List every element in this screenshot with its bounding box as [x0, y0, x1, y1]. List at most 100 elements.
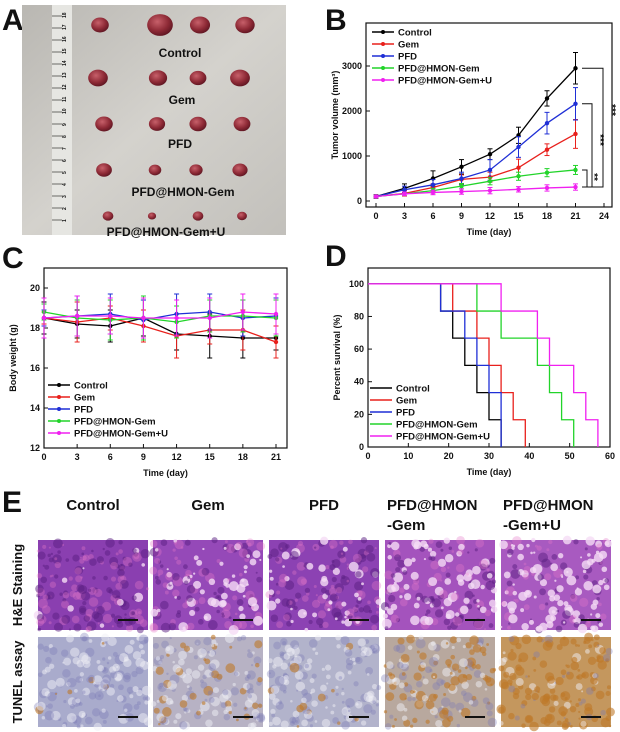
tissue-texture: [416, 680, 423, 688]
tissue-texture: [47, 691, 57, 702]
tissue-texture: [441, 705, 444, 708]
tissue-texture: [247, 542, 252, 547]
plot-frame-B: [365, 22, 613, 208]
tissue-texture: [204, 698, 208, 702]
tissue-texture: [484, 687, 488, 691]
data-point: [487, 167, 493, 173]
tissue-texture: [429, 668, 433, 673]
x-tick-label: 15: [513, 211, 523, 221]
tissue-texture: [440, 679, 446, 685]
x-tick-label: 20: [444, 451, 454, 461]
tissue-texture: [445, 642, 449, 645]
tissue-texture: [463, 597, 470, 604]
tissue-texture: [428, 538, 434, 544]
tissue-texture: [548, 706, 556, 713]
tissue-texture: [160, 622, 171, 633]
ruler-number: 18: [62, 12, 68, 18]
tissue-texture: [401, 663, 409, 672]
tissue-texture: [456, 550, 463, 557]
tissue-texture: [96, 556, 104, 564]
tissue-texture: [38, 598, 48, 609]
tissue-texture: [81, 635, 88, 642]
tissue-texture: [509, 672, 517, 681]
legend-label: Control: [396, 384, 430, 395]
tissue-texture: [416, 650, 420, 654]
tissue-texture: [358, 607, 365, 613]
tissue-texture: [399, 595, 403, 599]
tissue-texture: [508, 614, 518, 624]
tissue-texture: [207, 690, 214, 696]
tissue-texture: [357, 638, 366, 647]
tissue-texture: [253, 615, 264, 626]
tissue-texture: [92, 675, 103, 685]
tissue-texture: [526, 543, 530, 548]
tissue-texture: [603, 584, 610, 591]
tissue-texture: [184, 707, 189, 713]
tissue-texture: [512, 544, 516, 548]
tissue-texture: [596, 543, 603, 550]
tissue-texture: [478, 559, 489, 570]
tissue-texture: [455, 702, 465, 712]
tissue-texture: [557, 600, 564, 607]
tissue-texture: [116, 598, 124, 606]
tissue-texture: [69, 703, 75, 709]
tissue-texture: [371, 624, 378, 631]
tissue-texture: [431, 598, 442, 608]
tissue-texture: [67, 677, 77, 688]
tissue-texture: [247, 722, 255, 730]
tissue-texture: [40, 576, 48, 584]
tumor: [189, 164, 203, 176]
tumor: [189, 70, 207, 86]
tissue-texture: [573, 622, 580, 628]
ruler: [52, 5, 72, 235]
tissue-texture: [155, 579, 162, 585]
tissue-texture: [440, 579, 443, 582]
tissue-texture: [577, 644, 580, 647]
tissue-texture: [294, 654, 297, 658]
tissue-texture: [285, 544, 290, 549]
tissue-texture: [473, 619, 484, 630]
data-point: [273, 339, 279, 345]
series-line-pfd-hmon-gem-u: [43, 311, 277, 319]
tissue-texture: [556, 720, 562, 726]
tissue-texture: [484, 609, 492, 617]
tissue-texture: [267, 658, 273, 664]
tissue-texture: [465, 572, 469, 576]
tissue-texture: [337, 550, 346, 559]
tissue-texture: [556, 585, 564, 593]
tissue-texture: [124, 613, 127, 616]
tissue-texture: [598, 622, 604, 627]
legend-marker: [381, 78, 385, 82]
tissue-texture: [279, 651, 285, 657]
ruler-number: 14: [62, 60, 68, 66]
tissue-texture: [518, 652, 529, 663]
tissue-texture: [331, 576, 337, 583]
tissue-texture: [469, 635, 479, 645]
tissue-texture: [191, 670, 201, 679]
tissue-texture: [235, 541, 243, 550]
tissue-texture: [250, 624, 254, 629]
tissue-texture: [180, 721, 190, 731]
tissue-texture: [444, 682, 451, 689]
tissue-texture: [278, 542, 288, 552]
tissue-texture: [392, 677, 401, 686]
data-point: [459, 176, 464, 181]
tissue-texture: [352, 606, 359, 613]
tissue-texture: [332, 717, 339, 724]
tissue-texture: [176, 610, 181, 615]
tissue-texture: [527, 675, 530, 678]
ruler-number: 16: [62, 36, 68, 42]
tissue-texture: [486, 710, 493, 717]
he-stain-image: [149, 537, 266, 635]
tissue-texture: [88, 692, 97, 700]
x-tick-label: 0: [41, 452, 46, 462]
tissue-texture: [36, 593, 41, 598]
tissue-texture: [283, 689, 287, 694]
ruler-number: 11: [62, 96, 68, 102]
tissue-texture: [290, 640, 300, 650]
tissue-texture: [593, 673, 599, 679]
tissue-texture: [88, 554, 94, 560]
panel-letter-d: D: [325, 240, 347, 273]
tissue-texture: [311, 599, 321, 608]
data-point: [573, 101, 578, 107]
